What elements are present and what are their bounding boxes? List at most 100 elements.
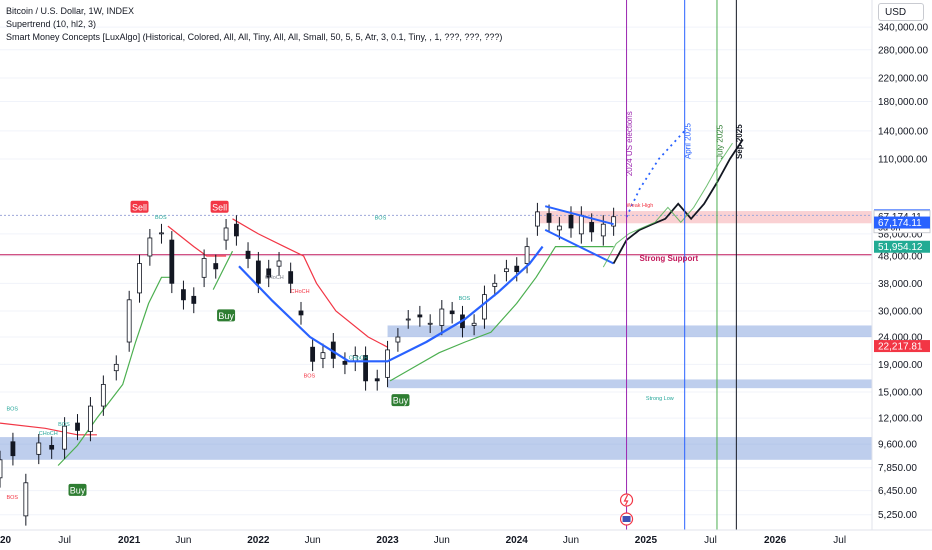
candle [385,349,390,378]
candle [492,282,498,287]
buy-signal-label: Buy [70,485,86,495]
candle [276,260,282,267]
bos-label: BOS [58,422,70,428]
supertrend-bull [389,246,614,382]
candle [113,363,119,372]
candle [181,289,186,301]
bos-label: BOS [6,495,18,501]
candle [10,441,16,457]
event-label-elections: 2024 US elections [625,111,634,176]
y-tick-label: 15,000.00 [878,388,923,399]
candle [245,250,251,259]
bos-label: BOS [459,296,471,302]
y-tick-label: 58,000.00 [878,229,923,240]
candle [514,265,520,273]
flash-icon[interactable] [619,493,634,507]
channel-bottom-line [544,229,615,265]
candle [363,355,368,382]
candle [49,445,55,450]
candle [600,223,606,237]
candle [524,246,530,264]
buy-signal [217,309,236,322]
demand-zone [387,379,872,389]
bos-label: BOS [6,407,18,413]
price-label: 22,217.81 [878,342,923,353]
projection-path-green [602,142,733,268]
candle [191,295,197,304]
indicator-supertrend[interactable]: Supertrend (10, hl2, 3) [6,19,97,29]
supertrend-bear [232,218,388,348]
candle [36,442,42,455]
candle [23,482,29,517]
candle [255,260,261,284]
price-axis[interactable] [872,0,932,550]
y-tick-label: 180,000.00 [878,97,928,108]
choch-label: CHoCH [39,431,58,437]
candle [88,405,93,432]
candle [449,310,455,315]
x-tick-label: 2020 [0,535,12,546]
candle [578,214,584,235]
buy-signal [391,394,410,407]
candle [223,227,229,241]
projection-dotted-line [625,130,686,218]
candle [556,225,562,231]
y-tick-label: 140,000.00 [878,126,928,137]
y-tick-label: 38,000.00 [878,279,923,290]
y-tick-label: 12,000.00 [878,414,923,425]
x-tick-label: Jul [704,535,717,546]
y-tick-label: 220,000.00 [878,73,928,84]
flash-icon-glyph [623,494,629,506]
y-tick-label: 9,600.00 [878,440,917,451]
currency-button[interactable]: USD [878,3,924,21]
candle [417,314,423,318]
demand-zone [387,325,872,338]
projection-path [612,139,744,264]
x-tick-label: 2024 [506,535,529,546]
x-tick-label: Jun [305,535,321,546]
candle [159,232,164,235]
supertrend-bull [57,276,171,466]
event-label-sep: Sep 2025 [735,124,744,159]
choch-label: CHoCH [349,356,368,362]
chart-legend: Bitcoin / U.S. Dollar, 1W, INDEX Supertr… [6,5,502,44]
event-label-july: July 2025 [716,124,725,159]
us-flag-icon-glyph [622,516,631,522]
cup-curve-line [238,245,544,363]
strong-low-label: Strong Low [646,396,674,402]
candle [62,425,67,450]
buy-signal-label: Buy [393,396,409,406]
candle [288,271,294,284]
candle [298,310,304,316]
strong-support-label: Strong Support [639,254,698,263]
candle [535,211,540,227]
sell-signal [130,200,149,213]
candle [546,213,552,223]
candle [342,360,348,365]
candle [137,263,142,294]
supertrend-bull [212,250,234,290]
symbol-title[interactable]: Bitcoin / U.S. Dollar, 1W, INDEX [6,6,135,16]
candle [320,352,326,359]
y-tick-label: 19,000.00 [878,360,923,371]
candle [234,223,239,237]
price-label-box [874,240,930,253]
indicator-smc[interactable]: Smart Money Concepts [LuxAlgo] (Historic… [6,32,503,42]
y-tick-label: 340,000.00 [878,23,928,34]
x-tick-label: 2025 [635,535,658,546]
choch-label: CHoCH [291,289,310,295]
candle [568,214,574,229]
candle [439,308,445,326]
weak-high-label: Weak High [627,203,654,209]
x-tick-label: Jun [563,535,579,546]
channel-top-line [544,205,614,226]
candle [395,336,401,343]
candle [405,318,411,321]
candle [0,459,3,479]
y-tick-label: 30,000.00 [878,306,923,317]
candle [201,258,207,278]
price-label-box [874,340,930,353]
time-axis[interactable] [0,530,932,550]
bos-label: BOS [304,373,316,379]
